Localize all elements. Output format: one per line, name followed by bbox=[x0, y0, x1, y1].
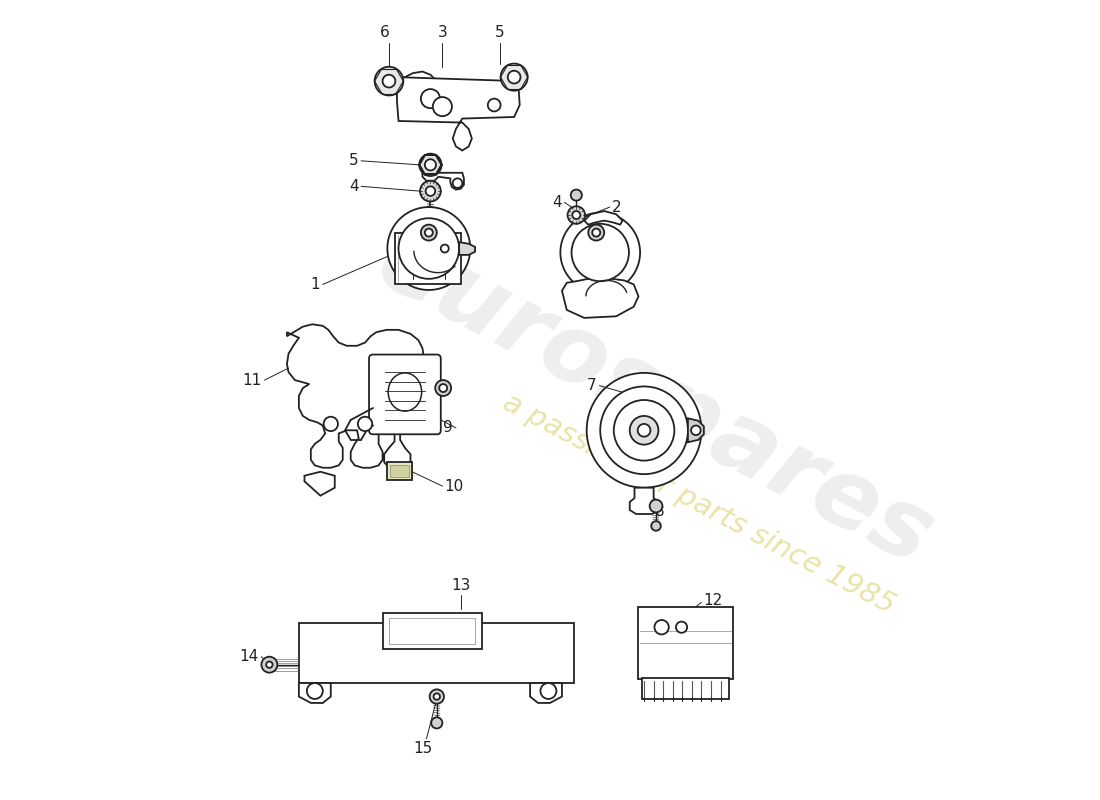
Text: 7: 7 bbox=[586, 378, 596, 393]
Circle shape bbox=[421, 89, 440, 108]
Circle shape bbox=[436, 380, 451, 396]
Text: 13: 13 bbox=[451, 578, 471, 593]
Circle shape bbox=[508, 70, 520, 83]
Circle shape bbox=[307, 683, 322, 699]
Polygon shape bbox=[397, 77, 519, 150]
Text: 14: 14 bbox=[240, 650, 258, 664]
Bar bbox=[383, 613, 482, 649]
Circle shape bbox=[654, 620, 669, 634]
Circle shape bbox=[420, 181, 441, 202]
Circle shape bbox=[425, 159, 436, 170]
Circle shape bbox=[691, 426, 701, 435]
Text: 12: 12 bbox=[703, 594, 723, 608]
Text: 8: 8 bbox=[656, 504, 664, 519]
Text: 11: 11 bbox=[242, 373, 262, 387]
Text: a passion for parts since 1985: a passion for parts since 1985 bbox=[498, 388, 900, 619]
Circle shape bbox=[572, 211, 581, 219]
Text: 15: 15 bbox=[412, 742, 432, 756]
Text: 3: 3 bbox=[438, 25, 448, 40]
FancyBboxPatch shape bbox=[368, 354, 441, 434]
Text: 6: 6 bbox=[381, 25, 389, 40]
Circle shape bbox=[614, 400, 674, 461]
Circle shape bbox=[592, 229, 601, 237]
Circle shape bbox=[571, 190, 582, 201]
Circle shape bbox=[266, 662, 273, 668]
Circle shape bbox=[432, 97, 452, 116]
Circle shape bbox=[421, 225, 437, 241]
Circle shape bbox=[650, 500, 662, 513]
Circle shape bbox=[426, 186, 436, 196]
Circle shape bbox=[419, 154, 441, 176]
Polygon shape bbox=[688, 418, 704, 442]
Circle shape bbox=[560, 213, 640, 292]
Circle shape bbox=[387, 207, 471, 290]
Circle shape bbox=[375, 66, 404, 95]
Bar bbox=[389, 466, 409, 477]
Polygon shape bbox=[459, 242, 475, 255]
Polygon shape bbox=[629, 488, 659, 514]
Text: 1: 1 bbox=[311, 277, 320, 292]
Circle shape bbox=[586, 373, 702, 488]
Circle shape bbox=[651, 521, 661, 530]
Text: 4: 4 bbox=[349, 179, 359, 194]
Circle shape bbox=[262, 657, 277, 673]
Circle shape bbox=[323, 417, 338, 431]
Text: 5: 5 bbox=[495, 25, 505, 40]
Circle shape bbox=[588, 225, 604, 241]
Circle shape bbox=[439, 384, 448, 392]
Circle shape bbox=[676, 622, 688, 633]
Text: 4: 4 bbox=[552, 194, 562, 210]
Polygon shape bbox=[287, 324, 424, 470]
Circle shape bbox=[540, 683, 557, 699]
Circle shape bbox=[638, 424, 650, 437]
Polygon shape bbox=[530, 683, 562, 703]
Bar bbox=[395, 233, 461, 285]
Text: eurospares: eurospares bbox=[362, 214, 948, 586]
Circle shape bbox=[568, 206, 585, 224]
Circle shape bbox=[398, 218, 459, 279]
Bar bbox=[299, 623, 574, 683]
Polygon shape bbox=[584, 211, 623, 225]
Circle shape bbox=[500, 63, 528, 90]
Polygon shape bbox=[422, 169, 464, 190]
Bar bbox=[638, 607, 734, 679]
Text: 9: 9 bbox=[443, 421, 453, 435]
Circle shape bbox=[433, 694, 440, 700]
Circle shape bbox=[601, 386, 688, 474]
Text: 10: 10 bbox=[444, 478, 464, 494]
Polygon shape bbox=[299, 683, 331, 703]
Circle shape bbox=[425, 229, 432, 237]
Ellipse shape bbox=[388, 373, 421, 411]
Circle shape bbox=[383, 74, 395, 87]
Polygon shape bbox=[562, 279, 638, 318]
Circle shape bbox=[629, 416, 659, 445]
Polygon shape bbox=[305, 472, 334, 496]
Polygon shape bbox=[398, 71, 447, 117]
Bar bbox=[389, 618, 475, 644]
Bar bbox=[642, 678, 728, 699]
Circle shape bbox=[572, 224, 629, 282]
Circle shape bbox=[441, 245, 449, 253]
Circle shape bbox=[453, 178, 462, 188]
Circle shape bbox=[487, 98, 500, 111]
Circle shape bbox=[430, 690, 444, 704]
Text: 2: 2 bbox=[613, 199, 621, 214]
Circle shape bbox=[431, 718, 442, 729]
Bar bbox=[386, 462, 412, 480]
Text: 5: 5 bbox=[349, 154, 359, 168]
Circle shape bbox=[358, 417, 372, 431]
